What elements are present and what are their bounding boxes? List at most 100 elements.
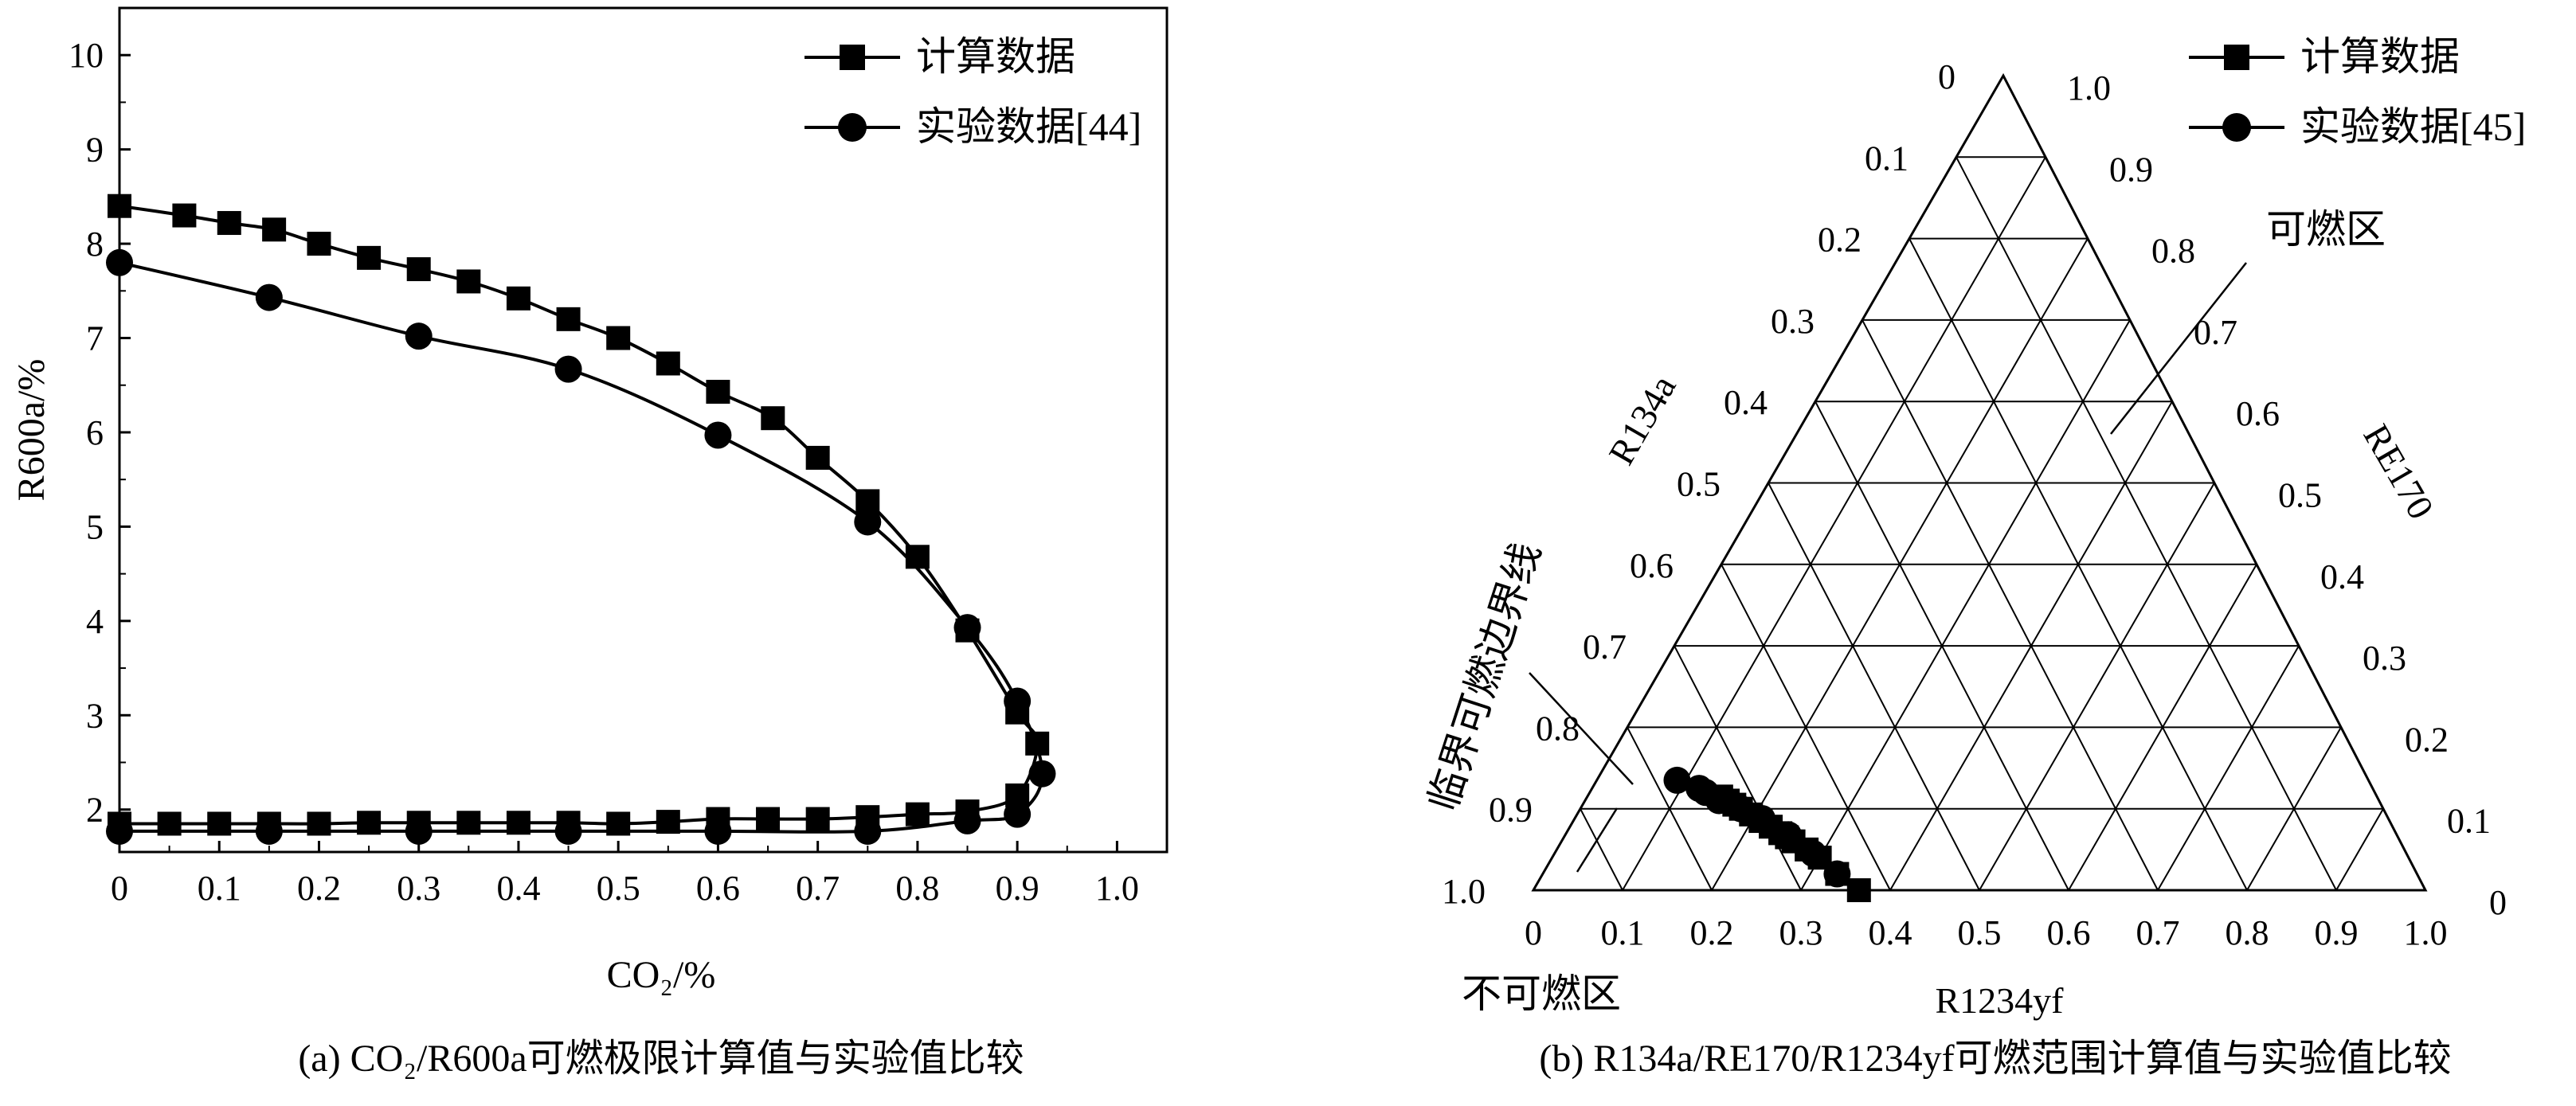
x-tick-label-a: 0.4 xyxy=(496,869,540,908)
tick-label-r1234yf: 0.6 xyxy=(2047,913,2091,952)
ternary-grid-line xyxy=(1979,483,2215,891)
ternary-grid-line xyxy=(1768,483,1980,891)
data-point-calc-a xyxy=(217,211,241,236)
y-tick-label-a: 10 xyxy=(69,36,104,75)
legend-marker-exp-a xyxy=(838,113,867,142)
tick-label-r1234yf: 0.3 xyxy=(1779,913,1823,952)
annotation-leader-flammable xyxy=(2110,262,2247,435)
legend-a: 计算数据 实验数据[44] xyxy=(805,34,1141,149)
y-tick-label-a: 4 xyxy=(86,602,104,641)
data-point-exp-a xyxy=(255,817,283,845)
tick-label-re170: 0 xyxy=(2489,883,2507,922)
data-point-exp-a xyxy=(704,817,732,845)
tick-label-re170: 0.2 xyxy=(2405,720,2449,759)
tick-label-r1234yf: 0.8 xyxy=(2226,913,2269,952)
data-point-exp-a xyxy=(405,322,433,350)
x-tick-label-a: 0.3 xyxy=(397,869,440,908)
legend-label-exp-b: 实验数据[45] xyxy=(2300,104,2526,149)
tick-label-r134a: 0.5 xyxy=(1677,465,1721,504)
legend-label-exp-a: 实验数据[44] xyxy=(916,104,1141,149)
data-point-calc-a xyxy=(805,445,830,470)
data-point-calc-a xyxy=(905,545,930,569)
ternary-grid-line xyxy=(1674,645,1802,891)
data-point-calc-b xyxy=(1846,878,1871,902)
y-axis-title-a: R600a/% xyxy=(10,359,53,502)
axis-label-re170: RE170 xyxy=(2355,417,2441,526)
ternary-ticks: 0 0 0 0.1 0.1 0.1 0.2 0.2 0.2 0.3 0.3 0.3 0.4 0.4 0.4 0… xyxy=(1442,57,2507,952)
series-layer-b xyxy=(1663,766,1871,902)
data-point-exp-a xyxy=(854,508,882,536)
data-point-exp-a xyxy=(1004,800,1032,828)
tick-label-r1234yf: 0.2 xyxy=(1690,913,1734,952)
x-tick-label-a: 0.8 xyxy=(895,869,939,908)
tick-label-re170: 1.0 xyxy=(2067,68,2111,107)
tick-label-r134a: 0.3 xyxy=(1771,302,1815,341)
plot-frame-a xyxy=(118,6,1169,854)
y-tick-label-a: 3 xyxy=(86,696,104,735)
y-tick-label-a: 6 xyxy=(86,413,104,452)
tick-label-r1234yf: 1.0 xyxy=(2404,913,2448,952)
tick-label-r1234yf: 0 xyxy=(1525,913,1542,952)
data-point-calc-a xyxy=(307,232,331,256)
annotation-leader-boundary xyxy=(1529,672,1634,785)
data-point-calc-a xyxy=(357,245,382,270)
data-point-calc-a xyxy=(556,307,581,331)
data-point-exp-b xyxy=(1705,787,1732,815)
legend-marker-exp-b xyxy=(2222,113,2251,142)
tick-label-r1234yf: 0.1 xyxy=(1601,913,1645,952)
caption-a: (a) CO₂/R600a可燃极限计算值与实验值比较 xyxy=(298,1038,1024,1080)
tick-label-r1234yf: 0.7 xyxy=(2136,913,2180,952)
x-tick-label-a: 0.6 xyxy=(696,869,740,908)
data-point-calc-a xyxy=(108,193,131,218)
tick-label-r134a: 0 xyxy=(1938,57,1955,96)
tick-label-re170: 0.5 xyxy=(2278,476,2322,515)
x-tick-label-a: 1.0 xyxy=(1095,869,1139,908)
y-tick-label-a: 7 xyxy=(86,319,104,358)
data-point-exp-b xyxy=(1799,839,1827,867)
tick-label-r1234yf: 0.9 xyxy=(2315,913,2359,952)
data-point-exp-a xyxy=(1028,760,1056,787)
tick-label-r134a: 0.1 xyxy=(1865,139,1909,178)
data-point-exp-a xyxy=(106,248,133,276)
legend-b: 计算数据 实验数据[45] xyxy=(2189,34,2526,149)
x-tick-label-a: 0.5 xyxy=(597,869,640,908)
series-line-a-1 xyxy=(119,260,1044,834)
x-axis-title-a: CO₂/% xyxy=(607,954,716,996)
legend-marker-calc-a xyxy=(840,45,865,70)
data-point-exp-a xyxy=(554,817,582,845)
ternary-grid-line xyxy=(1721,564,1891,891)
caption-b: (b) R134a/RE170/R1234yf可燃范围计算值与实验值比较 xyxy=(1539,1038,2451,1080)
x-tick-label-a: 0.2 xyxy=(297,869,341,908)
x-tick-label-a: 0.7 xyxy=(796,869,840,908)
annotation-leader-nonflammable xyxy=(1576,807,1619,873)
axis-ticks-a: 0 0.1 0.2 0.3 0.4 0.5 0.6 0.7 0.8 0.9 1.0 2 3 4 5 6 7 8 9 1… xyxy=(69,36,1139,908)
y-tick-label-a: 9 xyxy=(86,131,104,170)
ternary-grid-line xyxy=(1627,726,1713,891)
data-point-calc-a xyxy=(606,326,631,350)
annotation-boundary: 临界可燃边界线 xyxy=(1420,537,1548,816)
data-point-exp-b xyxy=(1727,795,1755,823)
data-point-exp-a xyxy=(1004,687,1032,715)
ternary-grid-line xyxy=(1955,156,2337,891)
data-point-exp-a xyxy=(953,614,981,642)
data-point-exp-b xyxy=(1823,860,1851,888)
ternary-grid-line xyxy=(1580,808,1623,891)
data-point-calc-a xyxy=(905,802,930,827)
data-point-exp-a xyxy=(704,421,732,449)
x-tick-label-a: 0.9 xyxy=(996,869,1039,908)
y-tick-label-a: 2 xyxy=(86,791,104,830)
x-tick-label-a: 0 xyxy=(111,869,128,908)
legend-label-calc-b: 计算数据 xyxy=(2300,34,2460,79)
data-point-calc-a xyxy=(656,351,680,376)
data-point-calc-a xyxy=(761,406,785,431)
legend-marker-calc-b xyxy=(2224,45,2249,70)
ternary-grid-line xyxy=(2246,726,2342,891)
data-point-calc-a xyxy=(262,217,287,242)
tick-label-r1234yf: 0.5 xyxy=(1958,913,2002,952)
tick-label-r134a: 0.9 xyxy=(1489,791,1533,830)
y-tick-label-a: 5 xyxy=(86,507,104,546)
data-point-calc-a xyxy=(756,807,781,831)
data-point-exp-a xyxy=(405,817,433,845)
data-point-exp-a xyxy=(554,355,582,383)
data-point-calc-a xyxy=(456,269,481,294)
